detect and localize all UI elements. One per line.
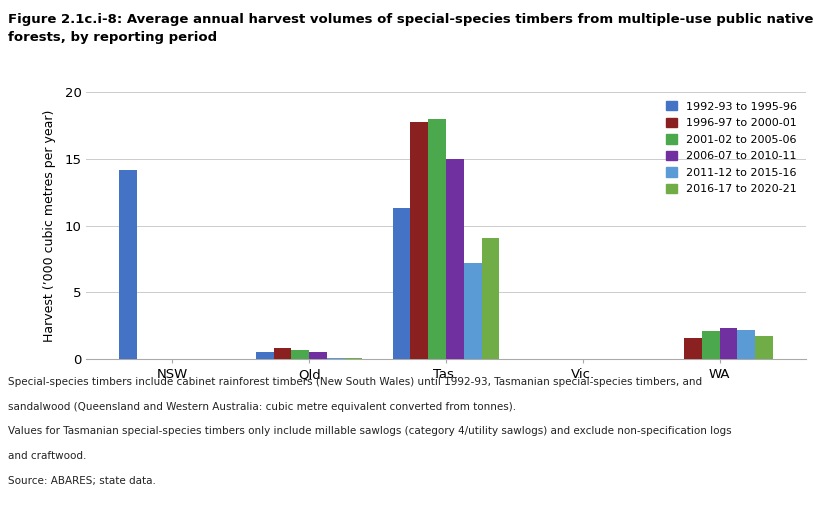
Bar [482, 238, 499, 359]
Bar [684, 338, 702, 359]
Text: Special-species timbers include cabinet rainforest timbers (New South Wales) unt: Special-species timbers include cabinet … [8, 377, 702, 387]
Y-axis label: Harvest (’000 cubic metres per year): Harvest (’000 cubic metres per year) [43, 110, 56, 342]
Bar [344, 358, 363, 359]
Bar [119, 170, 136, 359]
Bar [274, 348, 291, 359]
Text: and craftwood.: and craftwood. [8, 451, 86, 461]
Text: Values for Tasmanian special-species timbers only include millable sawlogs (cate: Values for Tasmanian special-species tim… [8, 426, 732, 436]
Bar [309, 352, 327, 359]
Bar [410, 122, 428, 359]
Bar [702, 331, 719, 359]
Bar [256, 352, 274, 359]
Text: Figure 2.1c.i-8: Average annual harvest volumes of special-species timbers from : Figure 2.1c.i-8: Average annual harvest … [8, 13, 814, 26]
Bar [327, 358, 344, 359]
Text: Source: ABARES; state data.: Source: ABARES; state data. [8, 476, 156, 485]
Bar [446, 159, 464, 359]
Text: sandalwood (Queensland and Western Australia: cubic metre equivalent converted f: sandalwood (Queensland and Western Austr… [8, 402, 516, 411]
Bar [464, 263, 482, 359]
Bar [291, 350, 309, 359]
Bar [393, 208, 410, 359]
Bar [719, 328, 737, 359]
Legend: 1992-93 to 1995-96, 1996-97 to 2000-01, 2001-02 to 2005-06, 2006-07 to 2010-11, : 1992-93 to 1995-96, 1996-97 to 2000-01, … [663, 98, 800, 198]
Bar [737, 330, 755, 359]
Bar [755, 337, 773, 359]
Bar [428, 119, 446, 359]
Text: forests, by reporting period: forests, by reporting period [8, 31, 217, 44]
